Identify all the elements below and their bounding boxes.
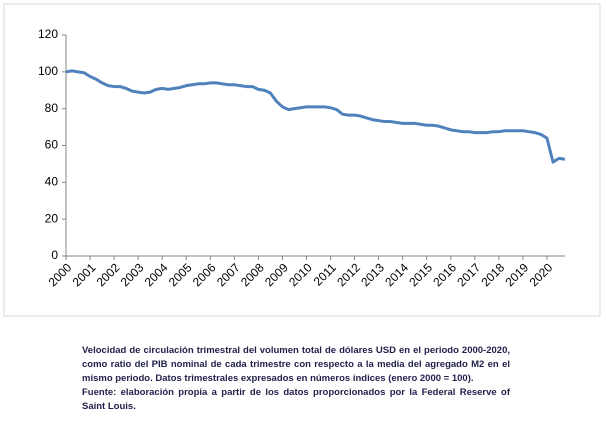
y-tick-label: 20 <box>45 211 59 225</box>
caption-text: Velocidad de circulación trimestral del … <box>82 345 510 384</box>
x-tick-label: 2008 <box>238 260 267 289</box>
x-tick-label: 2017 <box>454 260 483 289</box>
x-tick-label: 2003 <box>118 260 147 289</box>
x-tick-label: 2002 <box>94 260 123 289</box>
x-tick-label: 2001 <box>70 260 99 289</box>
caption-source: Fuente: elaboración propia a partir de l… <box>82 387 510 412</box>
y-tick-label: 60 <box>45 138 59 152</box>
x-tick-label: 2007 <box>214 260 243 289</box>
y-tick-label: 80 <box>45 101 59 115</box>
x-tick-label: 2009 <box>262 260 291 289</box>
x-tick-label: 2014 <box>382 260 411 289</box>
x-tick-label: 2013 <box>358 260 387 289</box>
chart: 0204060801001202000200120022003200420052… <box>3 3 601 317</box>
x-tick-label: 2005 <box>166 260 195 289</box>
x-tick-label: 2011 <box>311 260 339 288</box>
y-tick-label: 100 <box>38 64 58 78</box>
y-tick-label: 120 <box>38 27 58 41</box>
x-tick-label: 2018 <box>478 260 507 289</box>
x-tick-label: 2006 <box>190 260 219 289</box>
caption: Velocidad de circulación trimestral del … <box>82 344 510 414</box>
x-tick-label: 2004 <box>142 260 171 289</box>
x-tick-label: 2012 <box>334 260 363 289</box>
y-tick-label: 0 <box>51 248 58 262</box>
x-tick-label: 2010 <box>286 260 315 289</box>
x-tick-label: 2000 <box>46 260 75 289</box>
x-tick-label: 2016 <box>430 260 459 289</box>
chart-frame <box>3 3 601 317</box>
series-line <box>65 69 566 164</box>
x-tick-label: 2020 <box>527 260 556 289</box>
x-tick-label: 2015 <box>406 260 435 289</box>
y-tick-label: 40 <box>45 175 59 189</box>
x-tick-label: 2019 <box>502 260 531 289</box>
